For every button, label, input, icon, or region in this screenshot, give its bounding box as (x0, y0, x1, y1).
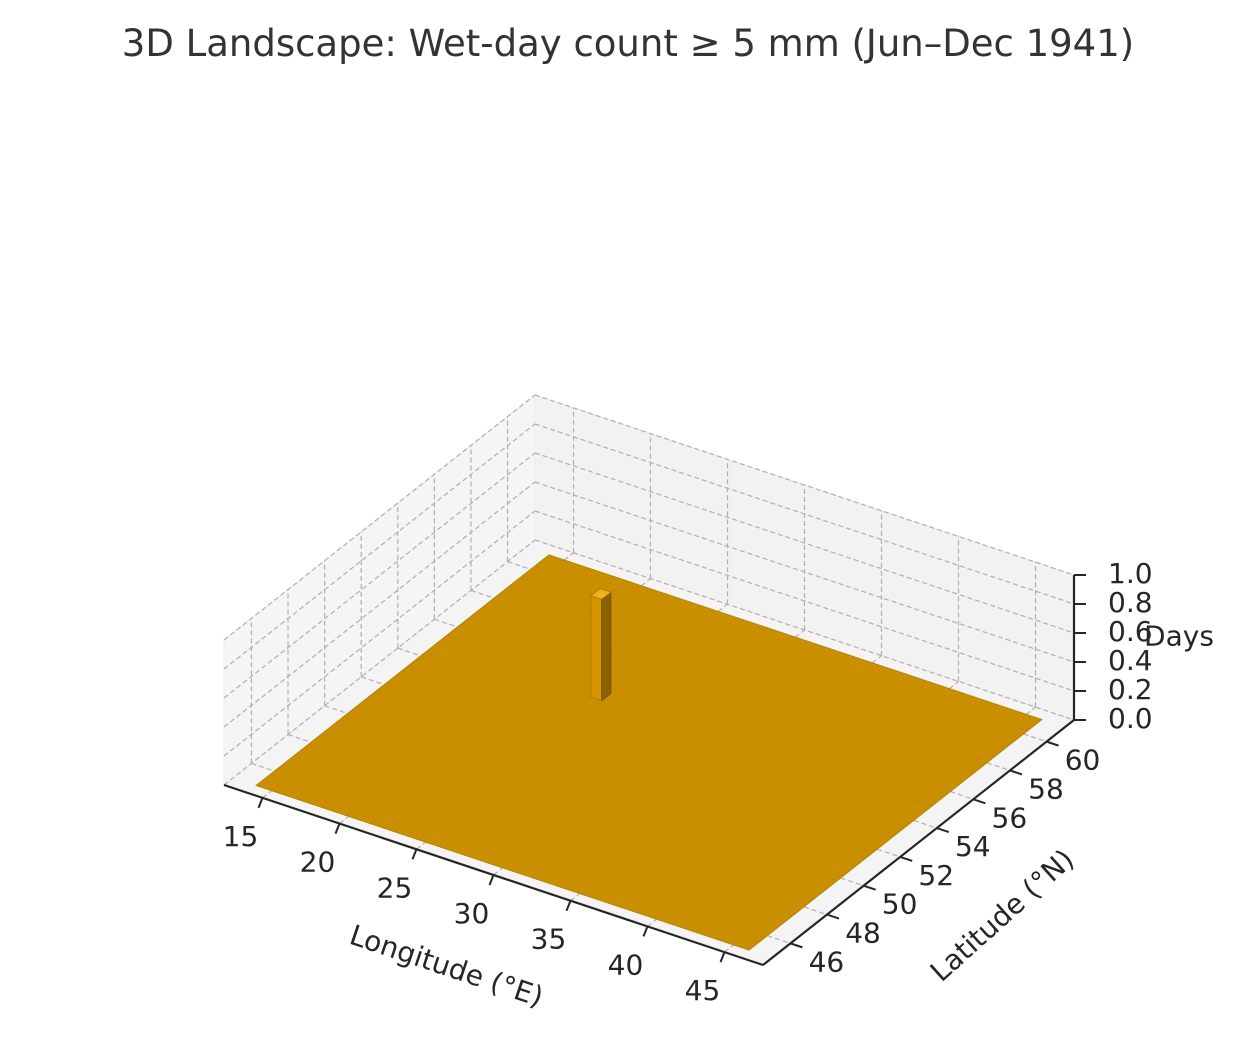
y-tick-label: 52 (918, 859, 954, 892)
z-tick-label: 1.0 (1108, 557, 1153, 590)
x-tick-label: 25 (377, 871, 413, 904)
surface-mesh-line (446, 635, 940, 801)
x-tick-label: 30 (454, 897, 490, 930)
y-tick-mark (790, 942, 803, 949)
y-tick-label: 58 (1028, 772, 1064, 805)
grid-line-z-back (534, 539, 1075, 721)
x-tick-mark (642, 926, 649, 937)
surface-mesh-line (417, 658, 911, 824)
y-tick-mark (936, 827, 950, 834)
surface-mesh-line (475, 612, 969, 778)
grid-line-z-back (534, 510, 1075, 692)
grid-line-z-back (534, 394, 1075, 576)
z-tick-label: 0.2 (1108, 673, 1153, 706)
surface-mesh-line (402, 669, 896, 836)
surface-mesh-line (278, 767, 772, 934)
surface-mesh-line (534, 566, 1028, 732)
tick-labels: 1520253035404546485052545658600.00.20.40… (223, 557, 1153, 1007)
x-tick-label: 45 (685, 974, 721, 1007)
grid-line-z-back (534, 481, 1075, 663)
x-tick-label: 20 (300, 846, 336, 879)
x-tick-mark (719, 951, 726, 963)
surface-mesh-line (263, 779, 757, 945)
peak-face-top (590, 588, 612, 600)
surface-mesh-line (351, 710, 845, 876)
surface-mesh-line (461, 623, 955, 789)
surface-mesh-line (373, 693, 867, 859)
surface-mesh-line (504, 589, 998, 755)
x-axis-label: Longitude (°E) (346, 918, 548, 1013)
z-tick-label: 0.0 (1108, 702, 1153, 735)
surface-mesh-line (358, 704, 852, 870)
grid-line-z-left (223, 510, 536, 757)
y-tick-mark (1046, 740, 1059, 747)
z-tick-label: 0.6 (1108, 615, 1153, 648)
surface-mesh-line (336, 721, 830, 887)
y-tick-mark (826, 913, 840, 920)
grid-line-z-left (223, 423, 536, 670)
surface-mesh-line (365, 698, 859, 864)
grid-line-z-left (223, 539, 536, 786)
x-tick-mark (334, 823, 341, 834)
surface-mesh-line (314, 739, 808, 905)
surface-mesh-line (483, 606, 976, 772)
surface-mesh-line (439, 641, 933, 807)
x-tick-label: 15 (223, 820, 259, 853)
y-tick-mark (899, 855, 913, 862)
y-tick-mark (1009, 769, 1023, 776)
y-tick-mark (973, 798, 986, 805)
y-tick-mark (863, 884, 876, 891)
y-tick-label: 48 (845, 917, 881, 950)
surface-mesh-line (300, 750, 794, 916)
y-tick-label: 46 (809, 945, 845, 978)
surface-mesh-line (285, 762, 779, 928)
grid-line-z-left (223, 481, 536, 728)
peak-face-front (590, 595, 603, 702)
x-tick-mark (411, 848, 418, 860)
grid-line-z-left (223, 452, 536, 699)
surface-mesh-line (395, 675, 889, 841)
y-tick-label: 50 (882, 888, 918, 921)
surface-mesh-line (431, 646, 925, 812)
surface-mesh-line (322, 733, 815, 899)
surface-mesh-line (453, 629, 947, 795)
surface-mesh-line (307, 744, 801, 910)
surface-mesh-line (329, 727, 823, 893)
surface-mesh-line (343, 716, 837, 882)
z-axis-label: Days (1144, 620, 1214, 653)
surface-mesh-line (490, 600, 984, 766)
y-tick-label: 60 (1065, 744, 1101, 777)
x-tick-mark (488, 874, 495, 886)
surface-mesh-line (497, 595, 991, 761)
grid-line-z-back (534, 423, 1075, 605)
surface-mesh-line (270, 773, 764, 939)
y-tick-label: 56 (992, 801, 1028, 834)
grid-line-z-left (223, 394, 536, 641)
surface-mesh-line (424, 652, 918, 818)
z-tick-label: 0.8 (1108, 586, 1153, 619)
surface-mesh-line (541, 560, 1035, 726)
grid-line-z-back (534, 452, 1075, 634)
x-tick-mark (565, 900, 572, 912)
surface-mesh-line (387, 681, 881, 847)
z-tick-label: 0.4 (1108, 644, 1153, 677)
chart-title: 3D Landscape: Wet-day count ≥ 5 mm (Jun–… (122, 22, 1134, 65)
surface-mesh-line (468, 618, 962, 784)
y-axis-line (762, 719, 1075, 966)
peak-face-side (601, 591, 612, 702)
y-tick-label: 54 (955, 830, 991, 863)
surface-mesh-line (409, 664, 903, 830)
x-tick-label: 35 (531, 923, 567, 956)
surface-mesh-line (380, 687, 874, 853)
x-tick-label: 40 (608, 948, 644, 981)
surface-mesh-line (292, 756, 786, 922)
surface-plot (255, 554, 1043, 951)
x-tick-mark (257, 797, 264, 809)
